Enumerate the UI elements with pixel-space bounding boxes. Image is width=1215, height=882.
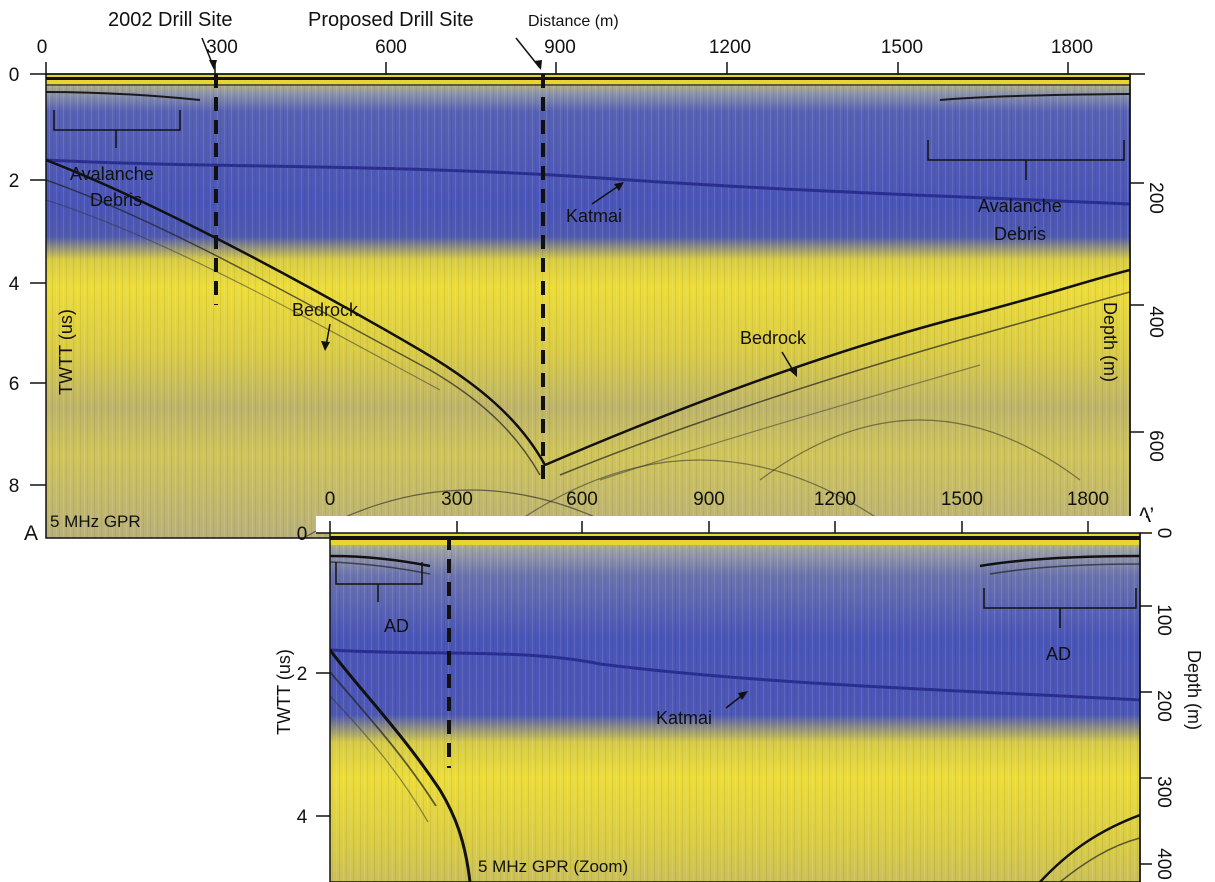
main-depth-tick-200: 200 [1145, 182, 1166, 214]
zoom-caption: 5 MHz GPR (Zoom) [478, 857, 628, 876]
main-bedrock-right-label: Bedrock [740, 328, 807, 348]
zoom-depth-tick-300: 300 [1153, 776, 1174, 808]
main-proposed-drill-site-label: Proposed Drill Site [308, 9, 474, 31]
zoom-depth-tick-0: 0 [1153, 528, 1174, 539]
main-distance-ticks: 0 300 600 900 1200 1500 1800 [37, 37, 1093, 74]
zoom-ad-left-bracket [335, 562, 423, 602]
main-dist-tick-0: 0 [37, 37, 48, 58]
zoom-twtt-tick-2: 2 [297, 664, 308, 685]
main-dist-tick-300: 300 [206, 37, 238, 58]
main-bedrock-left [46, 158, 547, 466]
main-bedrock-right [544, 268, 1130, 467]
zoom-dist-tick-0: 0 [325, 489, 336, 510]
main-twtt-tick-4: 4 [9, 274, 20, 295]
zoom-twtt-tick-0: 0 [297, 524, 308, 545]
main-katmai-label: Katmai [566, 206, 622, 226]
main-twtt-tick-0: 0 [9, 65, 20, 86]
zoom-dist-tick-600: 600 [566, 489, 598, 510]
zoom-depth-tick-200: 200 [1153, 690, 1174, 722]
main-avalanche-right-bracket [927, 140, 1125, 180]
main-avalanche-left-text-1: Avalanche [70, 164, 154, 184]
zoom-dist-tick-1200: 1200 [814, 489, 856, 510]
zoom-bedrock-reflector [330, 649, 472, 882]
main-panel: 0 300 600 900 1200 1500 1800 Distance (m… [9, 9, 1166, 545]
main-caption: 5 MHz GPR [50, 512, 141, 531]
main-twtt-tick-8: 8 [9, 476, 20, 497]
corner-a-label: A [24, 522, 38, 545]
zoom-ad-right-label: AD [1046, 644, 1071, 664]
main-avalanche-right-text-1: Avalanche [978, 196, 1062, 216]
main-twtt-tick-2: 2 [9, 171, 20, 192]
zoom-depth-label: Depth (m) [1184, 650, 1204, 730]
main-depth-ticks: 200 400 600 [1130, 182, 1166, 462]
main-twtt-tick-6: 6 [9, 374, 20, 395]
zoom-distance-ticks: 0 300 600 900 1200 1500 1800 [325, 489, 1109, 533]
zoom-dist-tick-1800: 1800 [1067, 489, 1109, 510]
main-dist-tick-1500: 1500 [881, 37, 923, 58]
zoom-ad-right-bracket [983, 588, 1137, 628]
zoom-depth-ticks: 0 100 200 300 400 [1140, 528, 1174, 880]
main-katmai-reflector [46, 158, 1130, 206]
main-dist-tick-1800: 1800 [1051, 37, 1093, 58]
zoom-katmai-label: Katmai [656, 708, 712, 728]
main-avalanche-left-bracket [53, 110, 181, 148]
zoom-dist-tick-300: 300 [441, 489, 473, 510]
zoom-katmai-reflector [330, 648, 1140, 702]
main-avalanche-right-text-2: Debris [994, 224, 1046, 244]
main-dist-tick-900: 900 [544, 37, 576, 58]
main-avalanche-left-text-2: Debris [90, 190, 142, 210]
main-bedrock-left-label: Bedrock [292, 300, 359, 320]
main-distance-label: Distance (m) [528, 13, 619, 30]
main-depth-tick-600: 600 [1145, 430, 1166, 462]
zoom-panel: 0 300 600 900 1200 1500 1800 0 2 4 TWTT … [274, 489, 1204, 882]
main-twtt-ticks: 0 2 4 6 8 [9, 65, 46, 497]
main-dist-tick-1200: 1200 [709, 37, 751, 58]
zoom-ad-left-label: AD [384, 616, 409, 636]
main-2002-drill-site-label: 2002 Drill Site [108, 9, 233, 31]
zoom-twtt-ticks: 0 2 4 [297, 524, 330, 828]
main-depth-tick-400: 400 [1145, 306, 1166, 338]
zoom-twtt-tick-4: 4 [297, 807, 308, 828]
zoom-twtt-label: TWTT (us) [274, 649, 294, 735]
main-depth-label: Depth (m) [1100, 302, 1120, 382]
zoom-depth-tick-100: 100 [1153, 604, 1174, 636]
zoom-dist-tick-1500: 1500 [941, 489, 983, 510]
main-twtt-label: TWTT (us) [56, 309, 76, 395]
main-dist-tick-600: 600 [375, 37, 407, 58]
zoom-dist-tick-900: 900 [693, 489, 725, 510]
zoom-depth-tick-400: 400 [1153, 848, 1174, 880]
